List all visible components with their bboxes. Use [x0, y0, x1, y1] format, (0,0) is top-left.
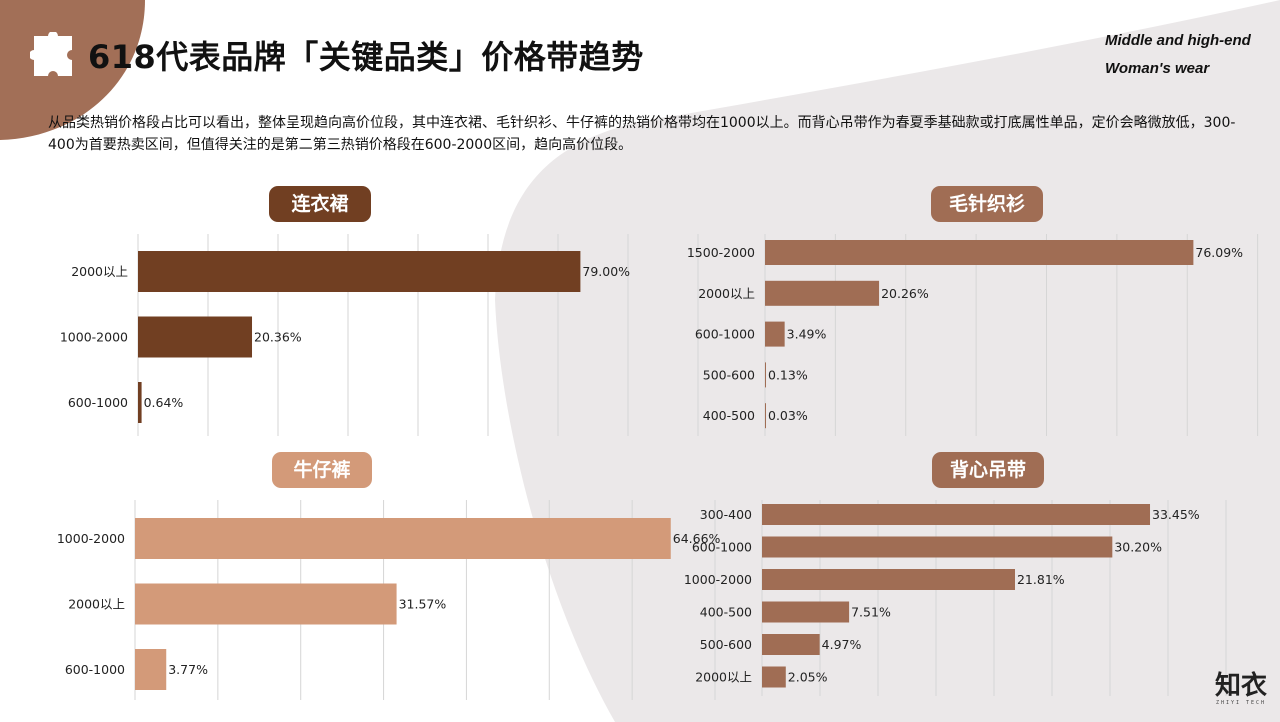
data-label: 33.45% [1152, 507, 1200, 522]
category-label: 600-1000 [692, 540, 752, 555]
data-label: 79.00% [582, 264, 630, 279]
bar [762, 536, 1113, 558]
data-label: 21.81% [1017, 572, 1065, 587]
english-subtitle-line1: Middle and high-end [1105, 32, 1251, 49]
category-label: 400-500 [703, 408, 755, 423]
data-label: 7.51% [851, 605, 891, 620]
data-label: 4.97% [822, 637, 862, 652]
data-label: 30.20% [1114, 540, 1162, 555]
category-label: 500-600 [700, 637, 752, 652]
panel-title-camisole: 背心吊带 [932, 452, 1044, 488]
data-label: 3.77% [168, 662, 208, 677]
category-label: 2000以上 [695, 670, 752, 685]
category-label: 2000以上 [71, 264, 128, 279]
category-label: 2000以上 [68, 597, 125, 612]
bar [765, 362, 766, 388]
bar [762, 634, 820, 655]
data-label: 31.57% [399, 597, 447, 612]
zhiyi-logo: 知衣 ZHIYI TECH [1212, 672, 1270, 716]
category-label: 2000以上 [698, 286, 755, 301]
chart-knitwear: 1500-2000 76.09% 2000以上 20.26% 600-1000 3.49%… [687, 234, 1259, 436]
english-subtitle-line2: Woman's wear [1105, 60, 1210, 77]
panel-title-knitwear: 毛针织衫 [931, 186, 1043, 222]
category-label: 600-1000 [695, 327, 755, 342]
description-text: 从品类热销价格段占比可以看出，整体呈现趋向高价位段，其中连衣裙、毛针织衫、牛仔裤… [48, 115, 1236, 153]
bar [138, 316, 253, 358]
bar [135, 583, 397, 625]
chart-dress: 2000以上 79.00% 1000-2000 20.36% 600-1000 0.64% [60, 234, 699, 436]
logo-subtext: ZHIYI TECH [1215, 700, 1267, 706]
bar [765, 280, 880, 306]
panel-title-jeans: 牛仔裤 [272, 452, 372, 488]
data-label: 20.36% [254, 330, 302, 345]
bar [138, 382, 142, 423]
puzzle-icon [30, 32, 72, 76]
data-label: 0.64% [144, 395, 184, 410]
bar [765, 240, 1194, 265]
category-label: 600-1000 [68, 395, 128, 410]
category-label: 1000-2000 [57, 531, 125, 546]
category-label: 1500-2000 [687, 245, 755, 260]
category-label: 600-1000 [65, 662, 125, 677]
data-label: 20.26% [881, 286, 929, 301]
bar [765, 403, 766, 429]
bar [135, 649, 167, 690]
data-label: 64.66% [673, 531, 721, 546]
category-label: 400-500 [700, 605, 752, 620]
logo-text: 知衣 [1214, 671, 1267, 701]
bar [765, 321, 785, 347]
data-label: 2.05% [788, 670, 828, 685]
category-label: 500-600 [703, 367, 755, 382]
bar [138, 251, 581, 292]
chart-jeans: 1000-2000 64.66% 2000以上 31.57% 600-1000 3.77% [57, 500, 721, 700]
category-label: 1000-2000 [60, 330, 128, 345]
data-label: 76.09% [1195, 245, 1243, 260]
chart-camisole: 300-400 33.45% 600-1000 30.20% 1000-2000 21.8… [684, 500, 1227, 696]
category-label: 1000-2000 [684, 572, 752, 587]
data-label: 0.13% [768, 367, 808, 382]
page-title: 618代表品牌「关键品类」价格带趋势 [88, 38, 644, 76]
bar [762, 504, 1151, 525]
bar [762, 601, 850, 623]
panel-title-dress: 连衣裙 [269, 186, 371, 222]
bar [135, 518, 671, 559]
category-label: 300-400 [700, 507, 752, 522]
corner-decoration [0, 0, 145, 140]
data-label: 3.49% [787, 327, 827, 342]
data-label: 0.03% [768, 408, 808, 423]
bar [762, 569, 1015, 590]
bar [762, 666, 786, 688]
